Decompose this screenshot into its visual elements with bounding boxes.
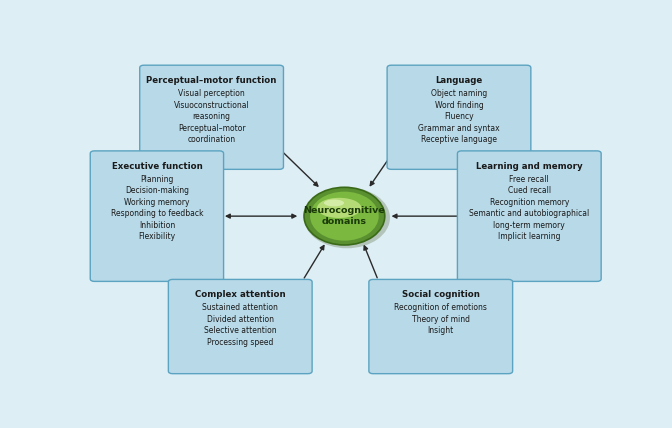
Text: Object naming
Word finding
Fluency
Grammar and syntax
Receptive language: Object naming Word finding Fluency Gramm… (418, 89, 500, 144)
FancyBboxPatch shape (387, 65, 531, 169)
Ellipse shape (324, 199, 344, 206)
FancyBboxPatch shape (458, 151, 601, 281)
Ellipse shape (310, 192, 379, 241)
Text: Perceptual–motor function: Perceptual–motor function (146, 76, 277, 85)
FancyBboxPatch shape (90, 151, 224, 281)
FancyBboxPatch shape (369, 279, 513, 374)
Ellipse shape (304, 187, 385, 245)
Text: Neurocognitive
domains: Neurocognitive domains (304, 206, 385, 226)
Text: Social cognition: Social cognition (402, 290, 480, 299)
Text: Language: Language (435, 76, 482, 85)
Text: Recognition of emotions
Theory of mind
Insight: Recognition of emotions Theory of mind I… (394, 303, 487, 336)
Text: Visual perception
Visuoconstructional
reasoning
Perceptual–motor
coordination: Visual perception Visuoconstructional re… (174, 89, 249, 144)
Text: Planning
Decision-making
Working memory
Responding to feedback
Inhibition
Flexib: Planning Decision-making Working memory … (111, 175, 203, 241)
FancyBboxPatch shape (140, 65, 284, 169)
Ellipse shape (317, 198, 362, 218)
Text: Complex attention: Complex attention (195, 290, 286, 299)
Ellipse shape (304, 187, 390, 248)
FancyBboxPatch shape (169, 279, 312, 374)
Text: Sustained attention
Divided attention
Selective attention
Processing speed: Sustained attention Divided attention Se… (202, 303, 278, 347)
Text: Free recall
Cued recall
Recognition memory
Semantic and autobiographical
long-te: Free recall Cued recall Recognition memo… (469, 175, 589, 241)
Text: Learning and memory: Learning and memory (476, 162, 583, 171)
Text: Executive function: Executive function (112, 162, 202, 171)
